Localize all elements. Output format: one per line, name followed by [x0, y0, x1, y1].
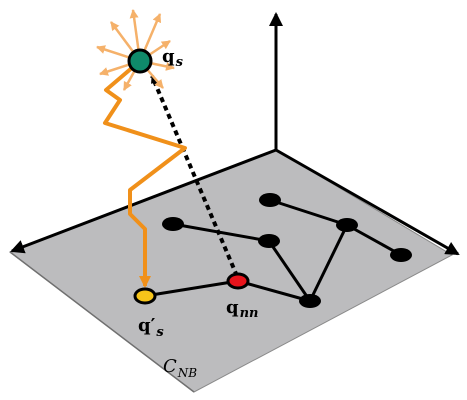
roadmap-edges	[144, 198, 402, 303]
q-s-node	[127, 48, 153, 74]
graph-node	[258, 234, 280, 248]
expansion-path	[103, 59, 187, 288]
plane-front-edge	[9, 251, 195, 393]
q-prime-s-node	[133, 287, 157, 305]
c-nb-plane	[8, 149, 454, 393]
graph-node	[336, 218, 358, 232]
graph-node	[299, 294, 321, 308]
q-nn-label: qnn	[226, 297, 259, 321]
graph-node	[259, 193, 281, 207]
dashed-connection-arrow	[150, 75, 239, 277]
q-prime-s-label: q′s	[138, 315, 164, 340]
graph-node	[390, 248, 412, 262]
q-s-label: qs	[162, 46, 184, 70]
c-nb-label: CNB	[163, 356, 197, 380]
axis-right	[275, 148, 460, 256]
axis-left	[10, 148, 277, 254]
graph-node	[162, 217, 184, 231]
roadmap-nodes	[162, 193, 412, 308]
q-nn-node	[226, 272, 250, 290]
